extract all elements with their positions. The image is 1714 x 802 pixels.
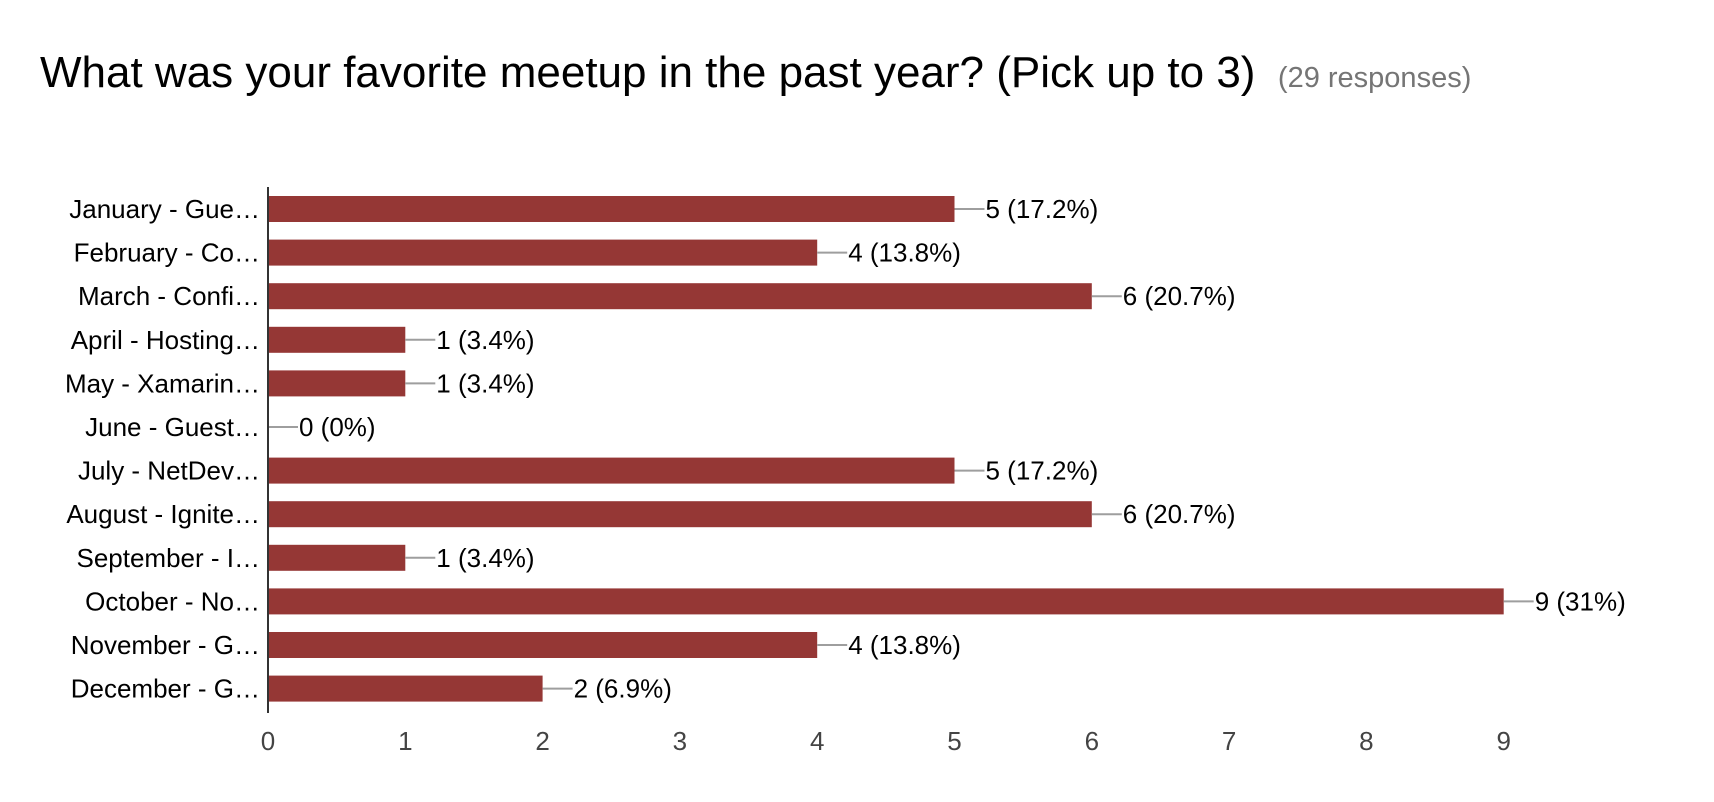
x-tick-label: 8 [1359, 726, 1373, 756]
x-tick-label: 2 [535, 726, 549, 756]
x-tick-label: 6 [1085, 726, 1099, 756]
value-label: 0 (0%) [299, 412, 376, 442]
x-tick-label: 1 [398, 726, 412, 756]
bar [268, 283, 1092, 310]
bar [268, 675, 543, 702]
category-label: January - Gue… [69, 194, 260, 224]
value-label: 5 (17.2%) [986, 194, 1099, 224]
x-tick-label: 0 [261, 726, 275, 756]
value-label: 1 (3.4%) [436, 368, 534, 398]
response-count: (29 responses) [1277, 62, 1472, 94]
value-label: 4 (13.8%) [848, 630, 961, 660]
category-label: April - Hosting… [71, 325, 260, 355]
x-tick-label: 7 [1222, 726, 1236, 756]
category-label: November - G… [71, 630, 260, 660]
category-label: December - G… [71, 674, 260, 704]
bar [268, 370, 406, 397]
x-tick-label: 4 [810, 726, 824, 756]
question-title: What was your favorite meetup in the pas… [40, 48, 1256, 97]
chart-header: What was your favorite meetup in the pas… [40, 48, 1471, 98]
category-label: February - Co… [74, 238, 260, 268]
category-label: July - NetDev… [78, 456, 260, 486]
x-tick-label: 9 [1496, 726, 1510, 756]
value-label: 9 (31%) [1535, 586, 1626, 616]
category-label: October - No… [85, 586, 260, 616]
value-label: 1 (3.4%) [436, 325, 534, 355]
value-label: 6 (20.7%) [1123, 281, 1236, 311]
value-label: 6 (20.7%) [1123, 499, 1236, 529]
bar [268, 326, 406, 353]
x-tick-label: 5 [947, 726, 961, 756]
value-label: 1 (3.4%) [436, 543, 534, 573]
value-label: 4 (13.8%) [848, 238, 961, 268]
value-label: 5 (17.2%) [986, 456, 1099, 486]
bar [268, 239, 818, 266]
category-label: September - I… [76, 543, 260, 573]
bar [268, 457, 955, 484]
category-label: May - Xamarin… [65, 368, 260, 398]
bar [268, 544, 406, 571]
category-label: March - Confi… [78, 281, 260, 311]
x-tick-label: 3 [673, 726, 687, 756]
value-label: 2 (6.9%) [574, 674, 672, 704]
bar [268, 588, 1504, 615]
bar [268, 196, 955, 222]
category-label: June - Guest… [85, 412, 260, 442]
bar [268, 501, 1092, 528]
bar [268, 632, 818, 658]
category-label: August - Ignite… [66, 499, 260, 529]
